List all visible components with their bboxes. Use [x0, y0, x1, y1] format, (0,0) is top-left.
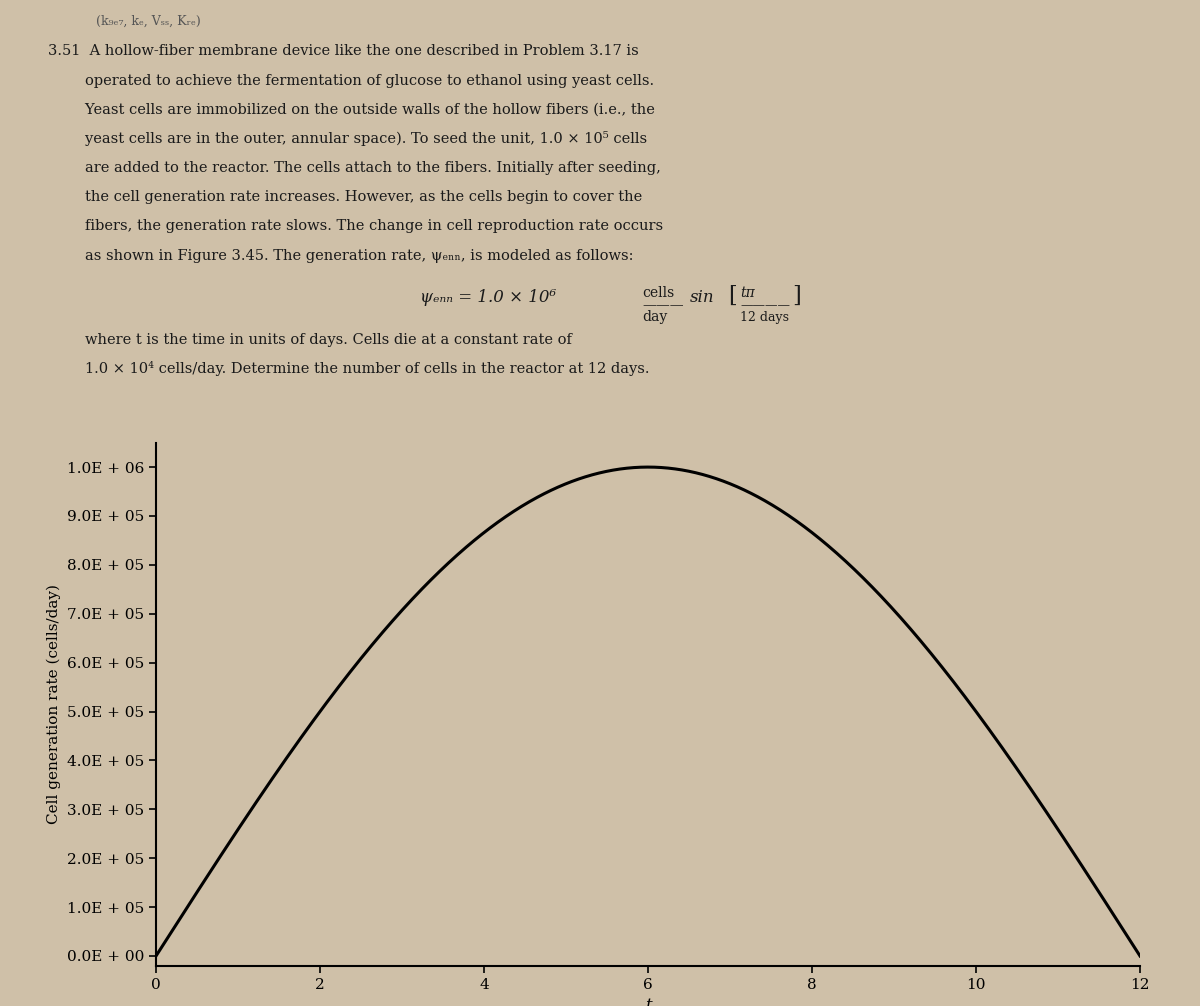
Text: are added to the reactor. The cells attach to the fibers. Initially after seedin: are added to the reactor. The cells atta…: [48, 161, 661, 175]
Text: day: day: [642, 310, 667, 324]
Text: ]: ]: [792, 285, 800, 307]
Text: 12 days: 12 days: [740, 311, 790, 324]
Text: ———: ———: [642, 298, 684, 312]
Text: yeast cells are in the outer, annular space). To seed the unit, 1.0 × 10⁵ cells: yeast cells are in the outer, annular sp…: [48, 131, 647, 146]
X-axis label: t: t: [644, 997, 652, 1006]
Text: 3.51  A hollow-fiber membrane device like the one described in Problem 3.17 is: 3.51 A hollow-fiber membrane device like…: [48, 44, 638, 58]
Y-axis label: Cell generation rate (cells/day): Cell generation rate (cells/day): [47, 584, 61, 824]
Text: (k₉ₑ₇, kₑ, Vₛₛ, Kᵣₑ⁣): (k₉ₑ₇, kₑ, Vₛₛ, Kᵣₑ⁣): [96, 15, 200, 28]
Text: the cell generation rate increases. However, as the cells begin to cover the: the cell generation rate increases. Howe…: [48, 190, 642, 204]
Text: sin: sin: [690, 289, 715, 306]
Text: 1.0 × 10⁴ cells/day. Determine the number of cells in the reactor at 12 days.: 1.0 × 10⁴ cells/day. Determine the numbe…: [48, 361, 649, 376]
Text: ————: ————: [740, 299, 791, 312]
Text: operated to achieve the fermentation of glucose to ethanol using yeast cells.: operated to achieve the fermentation of …: [48, 73, 654, 88]
Text: ψₑₙₙ = 1.0 × 10⁶: ψₑₙₙ = 1.0 × 10⁶: [420, 289, 556, 306]
Text: where t is the time in units of days. Cells die at a constant rate of: where t is the time in units of days. Ce…: [48, 333, 572, 347]
Text: Yeast cells are immobilized on the outside walls of the hollow fibers (i.e., the: Yeast cells are immobilized on the outsi…: [48, 103, 655, 117]
Text: [: [: [728, 285, 737, 307]
Text: as shown in Figure 3.45. The generation rate, ψₑₙₙ, is modeled as follows:: as shown in Figure 3.45. The generation …: [48, 248, 634, 263]
Text: cells: cells: [642, 286, 674, 300]
Text: fibers, the generation rate slows. The change in cell reproduction rate occurs: fibers, the generation rate slows. The c…: [48, 219, 664, 233]
Text: tπ: tπ: [740, 286, 755, 300]
